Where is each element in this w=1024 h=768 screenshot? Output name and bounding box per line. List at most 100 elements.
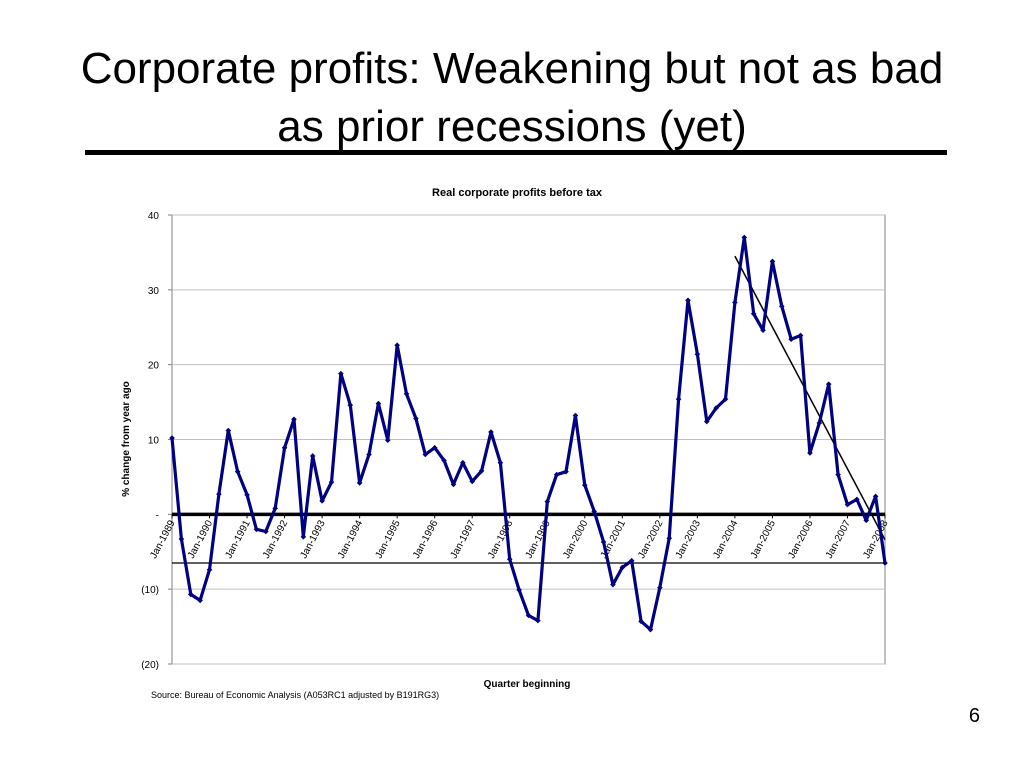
y-tick-label: (20) (141, 660, 159, 671)
data-point (488, 429, 494, 435)
data-point (647, 626, 654, 633)
y-tick-label: 20 (148, 361, 160, 372)
trendline (734, 255, 886, 541)
data-point (469, 478, 476, 485)
data-point (460, 459, 466, 466)
x-tick-label: Jan-2003 (674, 518, 703, 560)
data-point (854, 496, 860, 503)
data-point (553, 471, 560, 478)
data-point (581, 482, 588, 488)
data-point (628, 557, 635, 564)
data-point (638, 618, 644, 625)
slide-title-line-1: Corporate profits: Weakening but not as … (80, 44, 944, 93)
data-point (356, 480, 363, 486)
data-point (244, 492, 250, 498)
data-point (619, 564, 626, 571)
y-tick-label: 40 (148, 211, 160, 222)
y-tick-label: 10 (148, 436, 160, 447)
data-point (863, 517, 870, 524)
data-point (788, 336, 794, 343)
data-point (722, 396, 729, 402)
x-tick-label: Jan-1999 (524, 518, 553, 560)
data-point (197, 597, 203, 604)
x-tick-label: Jan-2000 (561, 518, 590, 560)
x-tick-label: Jan-2004 (711, 518, 740, 560)
data-point (835, 471, 841, 478)
data-point (178, 536, 185, 542)
data-point (291, 416, 297, 423)
data-point (384, 437, 391, 444)
data-point (544, 498, 551, 505)
data-point (760, 327, 766, 334)
data-point (263, 528, 269, 535)
x-tick-label: Jan-2006 (786, 518, 815, 560)
slide-title: Corporate profits: Weakening but not as … (40, 40, 984, 156)
x-tick-label: Jan-1998 (486, 518, 515, 560)
data-point (272, 505, 278, 512)
data-point (694, 351, 701, 357)
data-point (506, 556, 513, 563)
data-point (366, 451, 372, 458)
data-point (750, 310, 757, 317)
x-axis-label: Quarter beginning (484, 679, 571, 690)
data-point (413, 415, 419, 422)
data-point (441, 457, 447, 464)
x-tick-label: Jan-1992 (261, 518, 290, 560)
data-point (478, 468, 485, 474)
slide-number: 6 (968, 705, 980, 727)
data-point (769, 258, 776, 265)
data-point (169, 435, 175, 441)
data-point (253, 526, 260, 533)
data-point (394, 342, 400, 349)
y-tick-label: - (156, 510, 159, 521)
x-tick-label: Jan-1991 (223, 518, 252, 560)
data-point (516, 587, 522, 593)
data-point (713, 405, 719, 411)
chart-title: Real corporate profits before tax (432, 187, 603, 199)
data-point (319, 498, 325, 504)
data-point (816, 420, 823, 426)
y-tick-label: (10) (141, 585, 159, 596)
data-point (844, 501, 851, 508)
data-point (216, 491, 222, 497)
data-point (281, 444, 288, 451)
data-point (685, 297, 691, 304)
series-line (170, 235, 887, 632)
slide-title-line-2: as prior recessions (yet) (277, 102, 747, 151)
source-note: Source: Bureau of Economic Analysis (A05… (151, 690, 440, 700)
data-point (300, 533, 307, 540)
data-point (807, 450, 813, 456)
y-tick-label: 30 (148, 286, 160, 297)
x-tick-label: Jan-2002 (636, 518, 665, 560)
data-point (572, 412, 579, 419)
data-point (525, 612, 532, 619)
x-tick-label: Jan-1997 (449, 518, 478, 560)
data-point (338, 370, 344, 377)
x-tick-label: Jan-1995 (374, 518, 403, 560)
x-tick-label: Jan-1989 (148, 518, 177, 560)
data-point (703, 418, 710, 425)
series-layer (169, 234, 888, 633)
x-tick-label: Jan-1994 (336, 518, 365, 560)
x-tick-label: Jan-2007 (824, 518, 853, 560)
data-point (591, 508, 597, 515)
data-point (657, 584, 663, 591)
data-point (422, 451, 429, 458)
data-point (234, 468, 241, 475)
data-point (872, 493, 879, 500)
data-point (732, 299, 738, 306)
data-point (497, 459, 504, 466)
data-point (347, 402, 354, 408)
data-point (600, 539, 607, 545)
data-point (797, 332, 804, 339)
x-tick-label: Jan-2005 (749, 518, 778, 560)
data-point (882, 560, 888, 566)
data-point (403, 391, 410, 397)
data-point (225, 427, 232, 434)
data-point (675, 396, 682, 402)
data-point (309, 453, 316, 459)
data-point (206, 566, 213, 573)
data-point (328, 479, 335, 485)
